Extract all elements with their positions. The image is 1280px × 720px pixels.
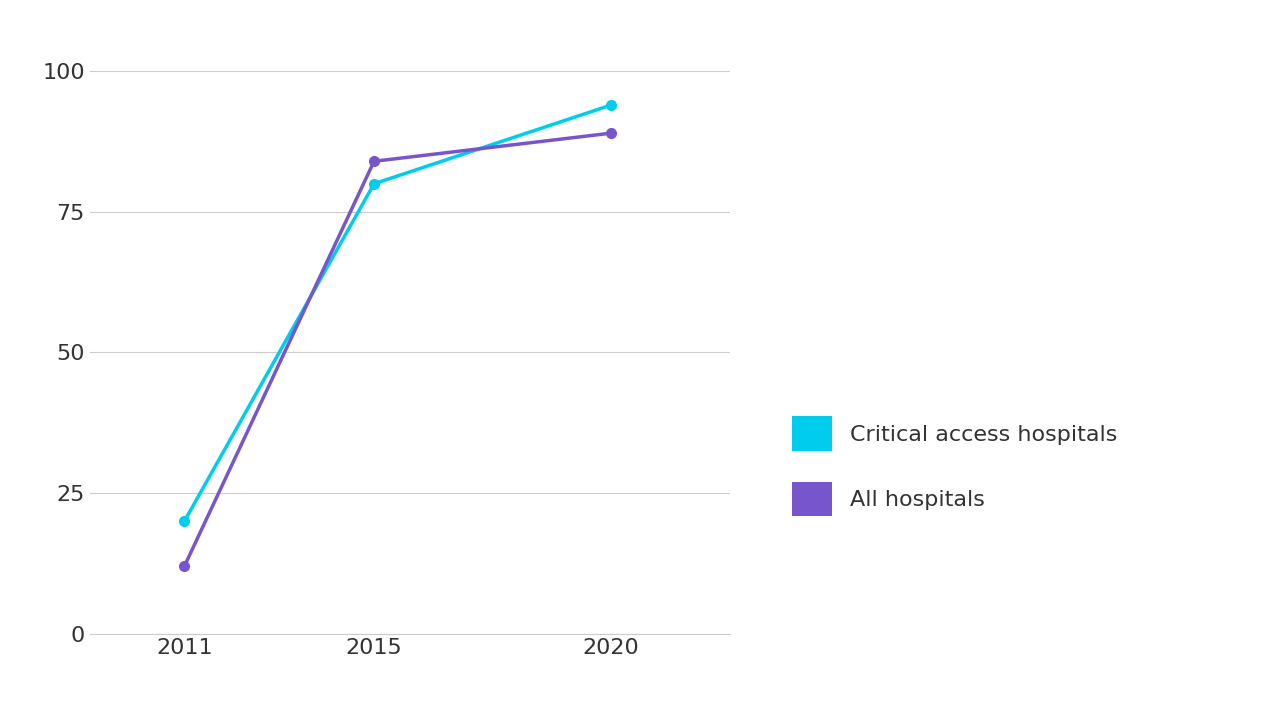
- Legend: Critical access hospitals, All hospitals: Critical access hospitals, All hospitals: [792, 416, 1117, 516]
